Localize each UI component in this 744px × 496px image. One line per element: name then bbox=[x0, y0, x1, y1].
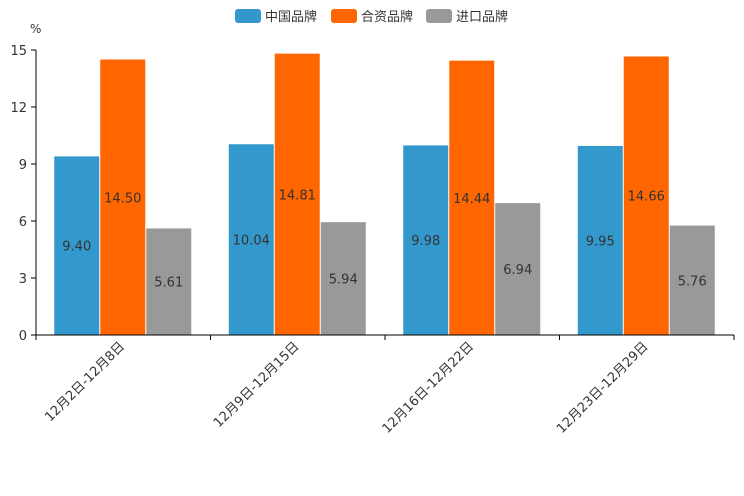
legend-label-3[interactable]: 进口品牌 bbox=[456, 9, 508, 25]
bar-3-4[interactable] bbox=[669, 225, 715, 335]
bar-1-4[interactable] bbox=[577, 145, 623, 335]
bar-3-1[interactable] bbox=[146, 228, 192, 335]
x-tick-label: 12月23日-12月29日 bbox=[554, 339, 651, 436]
x-tick-label: 12月16日-12月22日 bbox=[380, 339, 477, 436]
bars-group: 9.40 14.50 5.61 10.04 14.81 5.94 9.98 14.44 6.94… bbox=[54, 53, 715, 336]
bar-value-label: 9.95 bbox=[586, 234, 615, 249]
legend-swatch-3[interactable] bbox=[426, 9, 452, 23]
bar-value-label: 10.04 bbox=[233, 234, 270, 249]
bar-value-label: 9.98 bbox=[411, 234, 440, 249]
bar-2-2[interactable] bbox=[274, 53, 320, 336]
bar-3-2[interactable] bbox=[320, 222, 366, 335]
bar-value-label: 14.66 bbox=[628, 190, 665, 205]
bar-value-label: 5.94 bbox=[329, 273, 358, 288]
bar-2-3[interactable] bbox=[449, 60, 495, 335]
y-axis: 0 3 6 9 12 15 bbox=[10, 44, 37, 344]
bar-2-1[interactable] bbox=[100, 59, 146, 336]
bar-value-label: 14.44 bbox=[453, 192, 490, 207]
bar-value-label: 6.94 bbox=[503, 263, 532, 278]
y-tick-label: 0 bbox=[19, 329, 27, 344]
legend-swatch-1[interactable] bbox=[235, 9, 261, 23]
x-axis: 12月2日-12月8日 12月9日-12月15日 12月16日-12月22日 12月2… bbox=[35, 334, 735, 437]
y-tick-label: 6 bbox=[19, 215, 27, 230]
y-tick-label: 12 bbox=[10, 101, 27, 116]
bar-value-label: 5.61 bbox=[154, 276, 183, 291]
bar-value-label: 9.40 bbox=[62, 240, 91, 255]
y-tick-label: 9 bbox=[19, 158, 27, 173]
bar-value-label: 5.76 bbox=[678, 274, 707, 289]
legend-label-2[interactable]: 合资品牌 bbox=[361, 9, 413, 25]
bar-value-label: 14.81 bbox=[279, 188, 316, 203]
bar-1-1[interactable] bbox=[54, 156, 100, 335]
bar-value-label: 14.50 bbox=[104, 191, 141, 206]
legend: 中国品牌 合资品牌 进口品牌 bbox=[235, 9, 508, 25]
legend-label-1[interactable]: 中国品牌 bbox=[265, 9, 317, 25]
x-tick-label: 12月9日-12月15日 bbox=[211, 339, 303, 431]
bar-1-2[interactable] bbox=[228, 144, 274, 335]
bar-1-3[interactable] bbox=[403, 145, 449, 335]
x-tick-label: 12月2日-12月8日 bbox=[42, 339, 128, 425]
bar-3-3[interactable] bbox=[495, 203, 541, 335]
y-tick-label: 15 bbox=[10, 44, 27, 59]
y-tick-label: 3 bbox=[19, 272, 27, 287]
y-axis-unit-label: % bbox=[30, 22, 41, 36]
bar-2-4[interactable] bbox=[623, 56, 669, 336]
legend-swatch-2[interactable] bbox=[331, 9, 357, 23]
